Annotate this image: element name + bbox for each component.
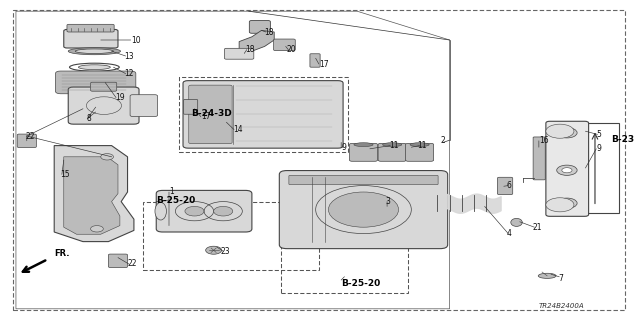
Text: 8: 8 bbox=[86, 114, 91, 123]
Circle shape bbox=[185, 206, 204, 216]
Text: 13: 13 bbox=[124, 52, 134, 60]
FancyBboxPatch shape bbox=[406, 143, 434, 161]
Text: 17: 17 bbox=[319, 60, 328, 68]
Text: 17: 17 bbox=[201, 112, 211, 121]
FancyBboxPatch shape bbox=[279, 171, 447, 249]
Polygon shape bbox=[64, 157, 120, 234]
FancyBboxPatch shape bbox=[90, 82, 116, 91]
Text: 18: 18 bbox=[265, 28, 274, 36]
Text: B-23: B-23 bbox=[611, 135, 634, 144]
FancyBboxPatch shape bbox=[184, 100, 198, 114]
Circle shape bbox=[557, 165, 577, 175]
Text: 11: 11 bbox=[418, 141, 427, 150]
FancyBboxPatch shape bbox=[497, 177, 513, 195]
Ellipse shape bbox=[382, 202, 390, 211]
FancyBboxPatch shape bbox=[225, 48, 254, 59]
Circle shape bbox=[562, 201, 572, 206]
Text: 15: 15 bbox=[61, 170, 70, 179]
FancyBboxPatch shape bbox=[533, 137, 545, 180]
Text: 11: 11 bbox=[389, 141, 399, 150]
Text: B-24-3D: B-24-3D bbox=[191, 109, 232, 118]
Ellipse shape bbox=[205, 246, 221, 254]
Text: 6: 6 bbox=[507, 181, 512, 190]
FancyBboxPatch shape bbox=[130, 95, 157, 116]
Text: TR24B2400A: TR24B2400A bbox=[538, 303, 584, 308]
FancyBboxPatch shape bbox=[56, 71, 136, 94]
FancyBboxPatch shape bbox=[310, 54, 320, 67]
FancyBboxPatch shape bbox=[17, 134, 36, 148]
Circle shape bbox=[546, 124, 574, 138]
Text: 22: 22 bbox=[26, 132, 35, 140]
Text: 12: 12 bbox=[124, 69, 134, 78]
Text: 14: 14 bbox=[233, 125, 243, 134]
Text: B-25-20: B-25-20 bbox=[341, 279, 380, 288]
Circle shape bbox=[557, 128, 577, 138]
FancyBboxPatch shape bbox=[289, 175, 438, 185]
Text: 2: 2 bbox=[440, 136, 445, 145]
Circle shape bbox=[328, 192, 399, 227]
Ellipse shape bbox=[68, 48, 120, 55]
Ellipse shape bbox=[76, 49, 113, 53]
Text: 16: 16 bbox=[539, 136, 548, 145]
Text: 1: 1 bbox=[169, 188, 173, 196]
Text: 9: 9 bbox=[596, 144, 601, 153]
Ellipse shape bbox=[383, 143, 402, 147]
Circle shape bbox=[214, 206, 233, 216]
FancyBboxPatch shape bbox=[156, 190, 252, 232]
Ellipse shape bbox=[155, 203, 166, 220]
Ellipse shape bbox=[410, 143, 429, 147]
FancyBboxPatch shape bbox=[67, 24, 114, 32]
FancyBboxPatch shape bbox=[546, 121, 589, 216]
Text: 19: 19 bbox=[115, 93, 124, 102]
Ellipse shape bbox=[538, 273, 556, 278]
Circle shape bbox=[557, 198, 577, 208]
Text: 3: 3 bbox=[386, 197, 390, 206]
Text: 21: 21 bbox=[532, 223, 542, 232]
Polygon shape bbox=[239, 30, 274, 51]
Ellipse shape bbox=[221, 118, 232, 125]
FancyBboxPatch shape bbox=[250, 20, 270, 33]
FancyBboxPatch shape bbox=[378, 143, 406, 161]
FancyBboxPatch shape bbox=[108, 254, 127, 268]
Text: 4: 4 bbox=[507, 229, 512, 238]
FancyBboxPatch shape bbox=[189, 85, 232, 144]
Ellipse shape bbox=[354, 143, 373, 147]
Circle shape bbox=[562, 130, 572, 135]
FancyBboxPatch shape bbox=[68, 87, 139, 124]
FancyBboxPatch shape bbox=[273, 39, 295, 51]
Ellipse shape bbox=[79, 65, 110, 70]
Circle shape bbox=[100, 154, 113, 160]
Text: 5: 5 bbox=[596, 130, 601, 139]
Text: 10: 10 bbox=[131, 36, 140, 44]
Text: 18: 18 bbox=[246, 45, 255, 54]
Text: FR.: FR. bbox=[54, 249, 70, 258]
Text: 7: 7 bbox=[558, 274, 563, 283]
Text: 23: 23 bbox=[220, 247, 230, 256]
Circle shape bbox=[562, 168, 572, 173]
FancyBboxPatch shape bbox=[349, 143, 378, 161]
Text: 20: 20 bbox=[287, 45, 296, 54]
FancyBboxPatch shape bbox=[183, 81, 343, 148]
Polygon shape bbox=[54, 146, 134, 242]
FancyBboxPatch shape bbox=[64, 29, 118, 48]
Circle shape bbox=[90, 226, 103, 232]
Text: 22: 22 bbox=[127, 260, 137, 268]
Ellipse shape bbox=[217, 116, 236, 127]
Ellipse shape bbox=[511, 219, 522, 227]
Circle shape bbox=[546, 198, 574, 212]
Text: B-25-20: B-25-20 bbox=[156, 196, 195, 204]
Text: 9: 9 bbox=[341, 143, 346, 152]
